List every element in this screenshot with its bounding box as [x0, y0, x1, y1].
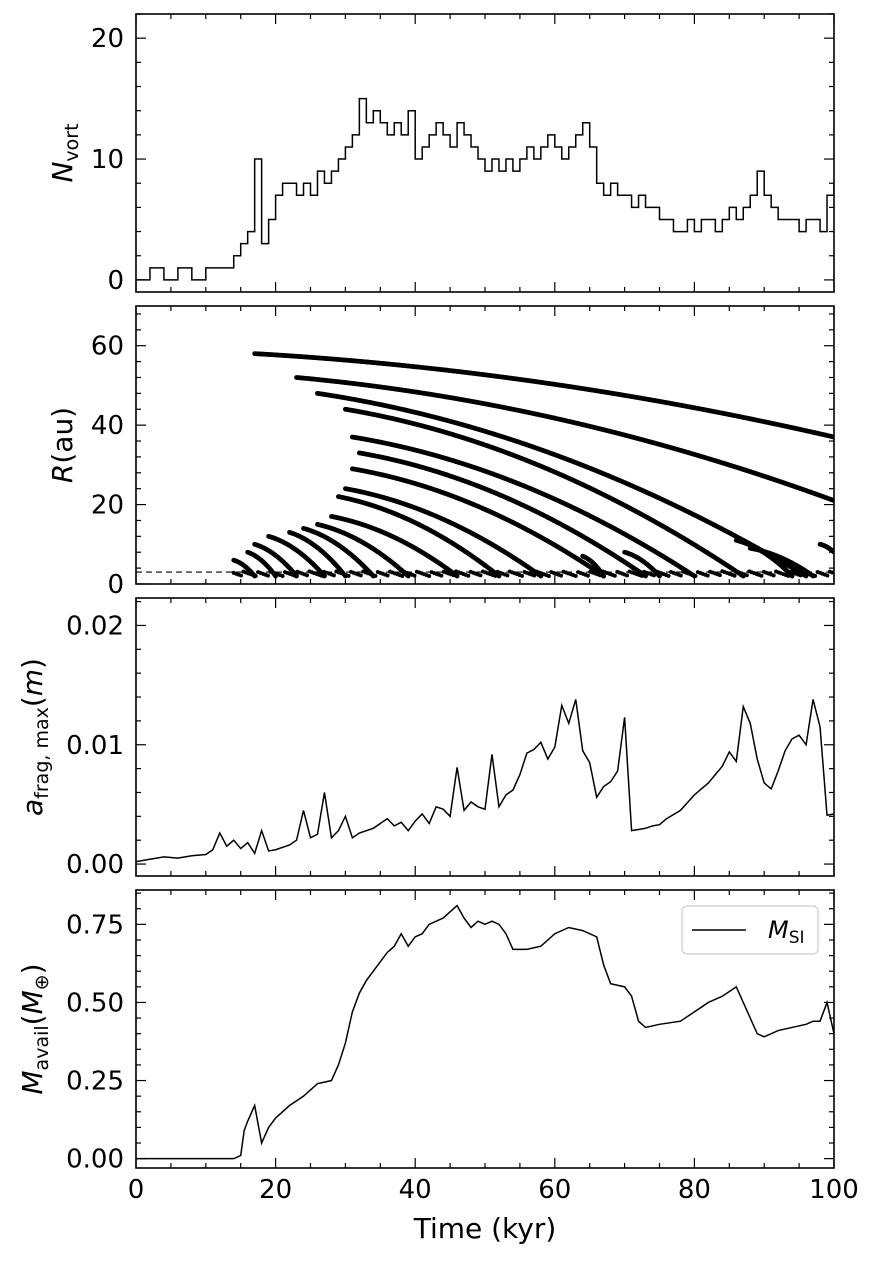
scatter-point — [559, 573, 564, 578]
scatter-point — [305, 573, 310, 578]
scatter-point — [625, 573, 630, 578]
scatter-point — [466, 573, 471, 578]
y-tick-label: 60 — [91, 332, 124, 362]
panel-3: 0.00 0.01 0.02 afrag, max(m) — [16, 597, 835, 880]
scatter-point — [412, 573, 417, 578]
scatter-point — [532, 573, 537, 578]
scatter-point — [830, 570, 834, 575]
y-tick-label: 20 — [91, 24, 124, 54]
series-line-series-1 — [136, 97, 834, 281]
scatter-point — [373, 573, 378, 578]
x-tick-label: 100 — [809, 1175, 859, 1205]
scatter-point — [265, 573, 270, 578]
scatter-point — [400, 573, 405, 578]
scatter-point — [831, 498, 834, 503]
scatter-point — [493, 573, 498, 578]
scatter-point — [717, 573, 722, 578]
panel-2: 0 20 40 60 R(au) — [46, 305, 835, 600]
scatter-point — [759, 573, 764, 578]
scatter-point — [798, 573, 803, 578]
y-axis-label: Mavail(M⊕) — [16, 963, 53, 1094]
y-tick-label: 0.00 — [66, 1145, 124, 1175]
scatter-point — [651, 573, 656, 578]
scatter-point — [813, 573, 818, 578]
scatter-point — [786, 573, 791, 578]
scatter-point — [693, 573, 698, 578]
scatter-point — [771, 573, 776, 578]
scatter-point — [439, 573, 444, 578]
scatter-point — [546, 573, 551, 578]
scatter-points — [231, 351, 834, 579]
scatter-point — [585, 573, 590, 578]
scatter-point — [427, 574, 432, 579]
plot-frame — [135, 597, 835, 877]
y-tick-label: 0.75 — [66, 910, 124, 940]
series-line-series-1 — [136, 699, 834, 863]
x-tick-label: 60 — [538, 1175, 571, 1205]
scatter-point — [732, 573, 737, 578]
scatter-point — [601, 573, 607, 579]
y-tick-label: 0.50 — [66, 988, 124, 1018]
scatter-point — [385, 573, 390, 578]
scatter-point — [831, 549, 834, 555]
scatter-point — [451, 573, 456, 578]
y-axis-label: Nvort — [46, 123, 83, 182]
scatter-point — [598, 573, 603, 578]
scatter-point — [643, 573, 648, 579]
scatter-point — [744, 573, 749, 578]
scatter-point — [505, 573, 510, 578]
y-axis-label: afrag, max(m) — [16, 658, 53, 816]
x-tick-label: 80 — [678, 1175, 711, 1205]
legend: MSI — [681, 905, 819, 955]
y-tick-label: 0.01 — [66, 731, 124, 761]
legend-box — [681, 905, 819, 955]
x-tick-label: 40 — [399, 1175, 432, 1205]
y-tick-label: 40 — [91, 411, 124, 441]
scatter-point — [573, 574, 578, 579]
scatter-point — [239, 573, 244, 578]
y-tick-label: 0.02 — [66, 611, 124, 641]
y-tick-label: 0 — [107, 266, 124, 296]
scatter-point — [478, 573, 483, 578]
legend-label: MSI — [768, 916, 805, 948]
y-axis-label: R(au) — [46, 407, 79, 483]
scatter-point — [612, 573, 617, 578]
scatter-point — [358, 573, 363, 578]
scatter-point — [678, 573, 683, 578]
scatter-point — [319, 573, 324, 578]
scatter-point — [789, 573, 795, 579]
scatter-point — [346, 573, 351, 578]
scatter-point — [292, 573, 297, 578]
scatter-point — [831, 434, 834, 440]
scatter-point — [666, 573, 671, 578]
panel-1: 0 10 20 Nvort — [46, 13, 835, 296]
y-tick-label: 20 — [91, 491, 124, 521]
y-tick-label: 0.00 — [66, 850, 124, 880]
scatter-point — [454, 573, 460, 579]
y-tick-label: 0 — [107, 570, 124, 600]
scatter-point — [639, 573, 644, 578]
scatter-point — [825, 573, 830, 578]
scatter-point — [253, 573, 258, 578]
scatter-point — [280, 574, 285, 579]
scatter-point — [519, 573, 524, 578]
scatter-point — [331, 573, 336, 578]
x-tick-label: 20 — [259, 1175, 292, 1205]
x-tick-label: 0 — [128, 1175, 145, 1205]
y-tick-label: 10 — [91, 145, 124, 175]
scatter-point — [496, 573, 502, 579]
y-tick-label: 0.25 — [66, 1067, 124, 1097]
series-line-M_SI — [136, 904, 834, 1160]
x-axis-label: Time (kyr) — [413, 1212, 557, 1245]
panel-4: 0.00 0.25 0.50 0.75 Mavail(M⊕) 0 20 40 60 80 100 Ti… — [16, 889, 859, 1245]
scatter-point — [705, 573, 710, 578]
